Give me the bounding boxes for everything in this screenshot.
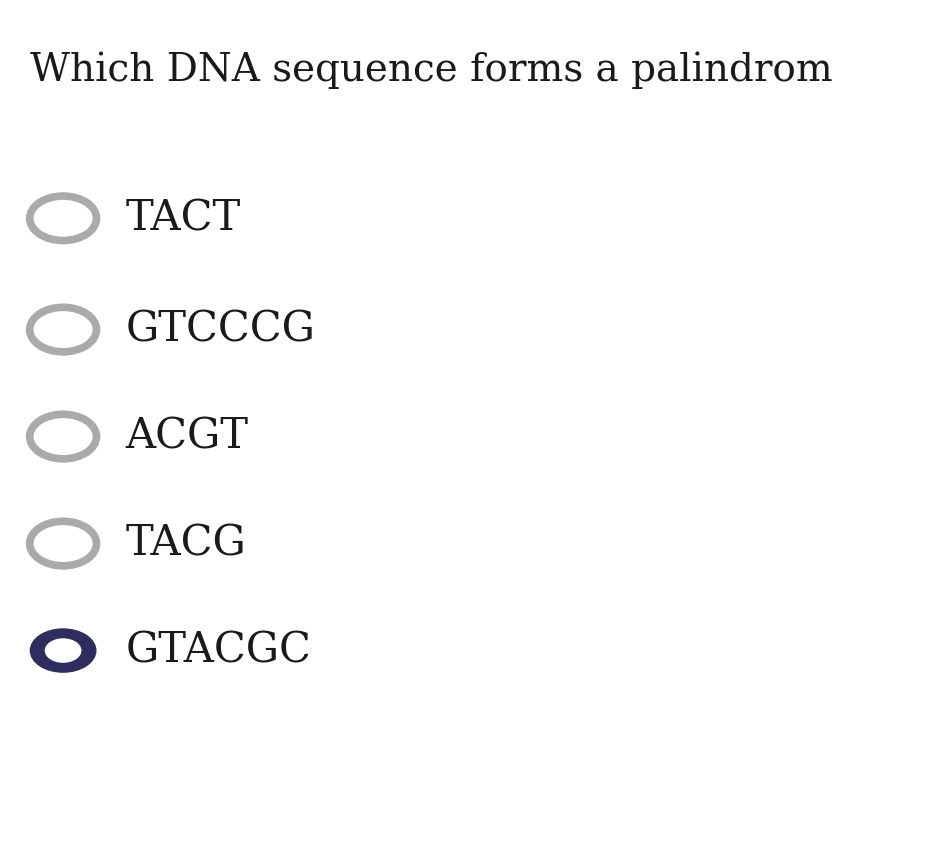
Text: GTCCCG: GTCCCG [125,308,315,351]
Text: ACGT: ACGT [125,415,248,458]
Ellipse shape [30,196,96,241]
Text: TACG: TACG [125,522,246,565]
Text: Which DNA sequence forms a palindrom: Which DNA sequence forms a palindrom [30,51,832,89]
Ellipse shape [30,307,96,352]
Text: GTACGC: GTACGC [125,629,311,672]
Ellipse shape [30,414,96,459]
Ellipse shape [44,639,82,663]
Ellipse shape [30,521,96,566]
Text: TACT: TACT [125,197,240,240]
Ellipse shape [30,628,96,673]
